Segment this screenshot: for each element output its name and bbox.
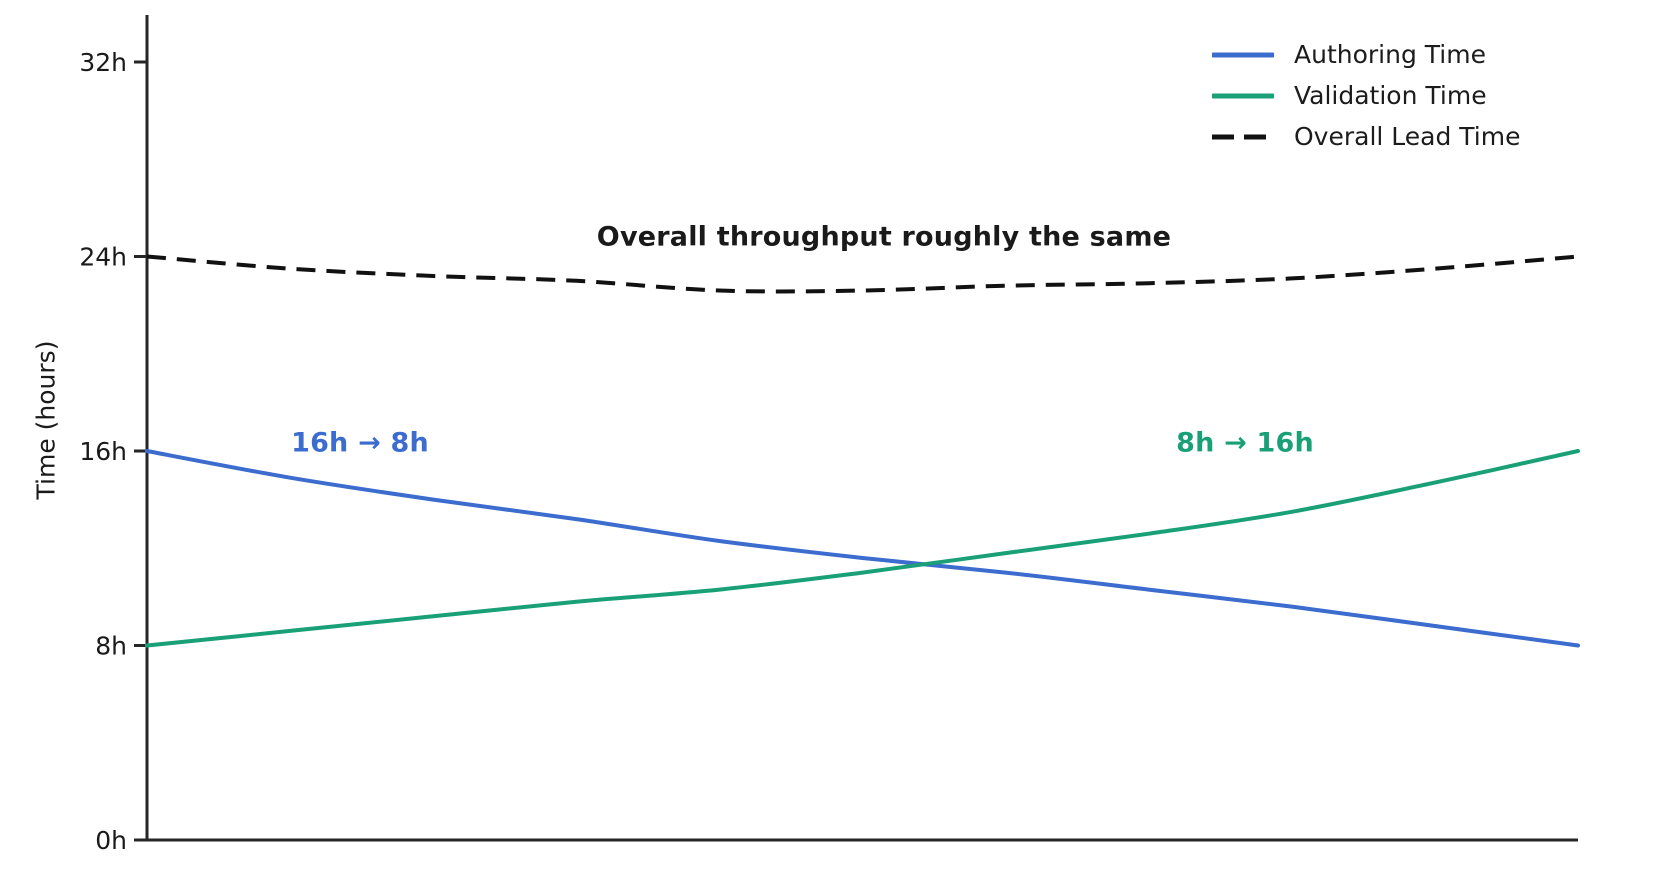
legend-line-sample-authoring	[1212, 52, 1274, 57]
y-tick-label: 32h	[79, 48, 127, 77]
y-axis-label: Time (hours)	[31, 340, 61, 500]
series-line-validation-time	[145, 449, 1580, 648]
legend: Authoring Time Validation Time Overall L…	[1212, 34, 1520, 157]
legend-item-validation: Validation Time	[1212, 75, 1520, 116]
legend-line-sample-overall-dashed	[1212, 134, 1274, 139]
series-line-authoring-time	[145, 449, 1580, 648]
legend-label-overall: Overall Lead Time	[1294, 122, 1521, 151]
annotation-authoring-change: 16h → 8h	[291, 427, 429, 459]
legend-label-validation: Validation Time	[1294, 81, 1487, 110]
legend-label-authoring: Authoring Time	[1294, 40, 1486, 69]
legend-line-sample-validation	[1212, 93, 1274, 98]
y-tick-label: 0h	[95, 826, 127, 855]
y-tick-label: 8h	[95, 632, 127, 661]
y-tick-label: 16h	[79, 437, 127, 466]
series-line-overall-lead-time	[146, 254, 1579, 294]
y-tick-label: 24h	[79, 243, 127, 272]
legend-item-authoring: Authoring Time	[1212, 34, 1520, 75]
legend-item-overall: Overall Lead Time	[1212, 116, 1520, 157]
annotation-validation-change: 8h → 16h	[1176, 427, 1314, 459]
annotation-title: Overall throughput roughly the same	[596, 221, 1172, 253]
